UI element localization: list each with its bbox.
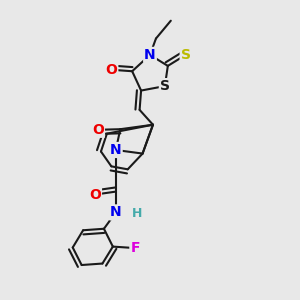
Text: O: O xyxy=(105,63,117,77)
Text: H: H xyxy=(131,207,142,220)
Text: N: N xyxy=(110,143,122,157)
Text: F: F xyxy=(130,241,140,255)
Text: N: N xyxy=(144,48,156,62)
Text: O: O xyxy=(92,123,104,137)
Text: N: N xyxy=(110,206,122,219)
Text: S: S xyxy=(181,48,191,62)
Text: S: S xyxy=(160,79,170,93)
Text: O: O xyxy=(89,188,101,202)
